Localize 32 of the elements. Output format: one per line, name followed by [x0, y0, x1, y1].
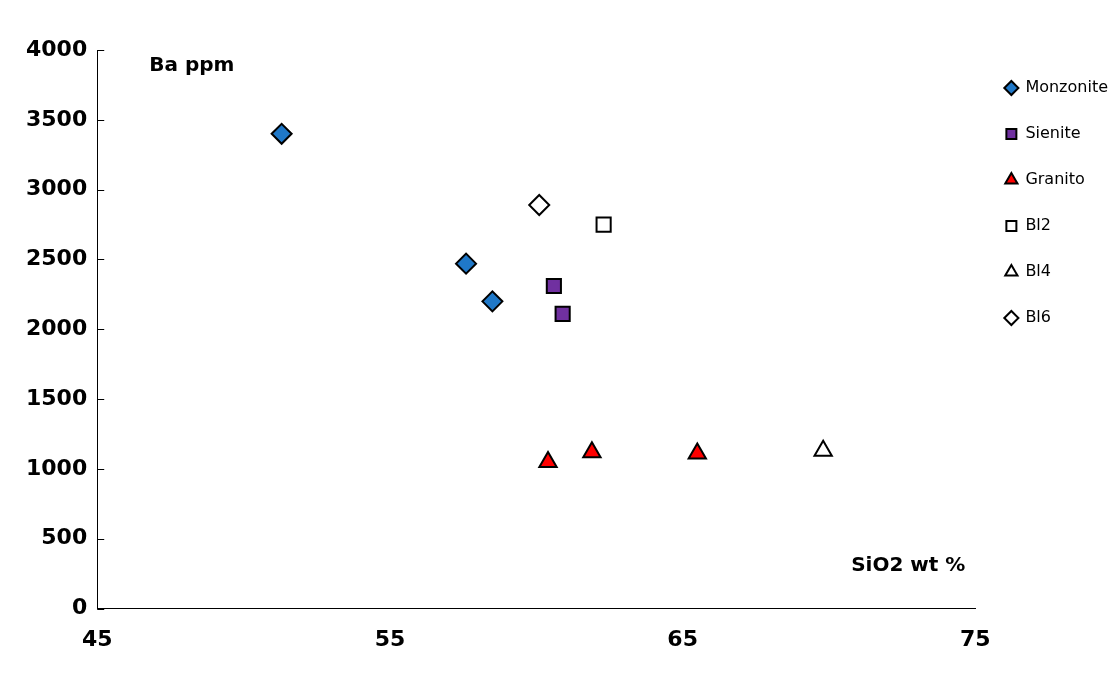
- y-tick-label: 1500: [26, 384, 88, 410]
- legend-label: Bl6: [1025, 307, 1051, 327]
- y-tick-label: 500: [41, 524, 88, 550]
- point: [455, 252, 478, 275]
- point: [481, 290, 504, 313]
- point: [687, 442, 707, 460]
- point: [554, 305, 571, 323]
- point: [270, 122, 293, 145]
- x-tick-label: 45: [81, 625, 113, 651]
- legend-label: Sienite: [1025, 123, 1081, 143]
- legend-label: Bl4: [1025, 261, 1051, 281]
- point: [528, 194, 551, 217]
- y-axis-title: Ba ppm: [149, 52, 235, 77]
- y-tick-label: 3500: [26, 105, 88, 131]
- legend-label: Monzonite: [1025, 77, 1108, 97]
- x-tick-label: 75: [960, 625, 991, 651]
- legend-label: Bl2: [1025, 215, 1051, 235]
- point: [813, 439, 833, 457]
- y-tick-label: 1000: [26, 454, 88, 480]
- legend-label: Granito: [1025, 169, 1085, 189]
- x-axis-title: SiO2 wt %: [851, 551, 966, 576]
- x-tick-label: 65: [667, 625, 698, 651]
- point: [582, 441, 602, 459]
- point: [538, 450, 558, 468]
- point: [545, 277, 562, 295]
- x-tick-label: 55: [374, 625, 406, 651]
- point: [595, 216, 612, 233]
- y-tick-label: 0: [71, 594, 88, 620]
- y-tick-label: 4000: [26, 35, 88, 61]
- y-tick-label: 3000: [26, 175, 88, 201]
- y-tick-label: 2500: [26, 245, 88, 271]
- y-tick-label: 2000: [26, 315, 88, 341]
